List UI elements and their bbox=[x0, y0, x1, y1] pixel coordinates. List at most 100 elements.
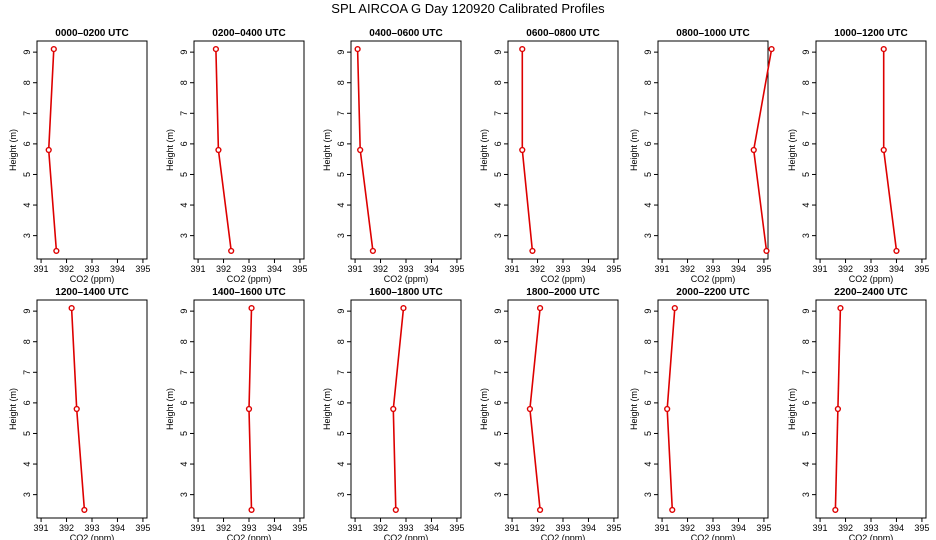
x-axis-label: CO2 (ppm) bbox=[70, 274, 115, 284]
y-tick-label: 8 bbox=[643, 80, 653, 85]
x-tick-label: 392 bbox=[216, 523, 231, 533]
x-tick-label: 392 bbox=[680, 264, 695, 274]
panel-11: 2000–2200 UTC 391 392 393 394 395 3 4 5 6 7 8 9 CO2 (… bbox=[629, 287, 771, 540]
y-tick-label: 5 bbox=[22, 431, 32, 436]
y-tick-label: 3 bbox=[22, 492, 32, 497]
plot-frame bbox=[815, 299, 927, 519]
y-axis-label: Height (m) bbox=[787, 388, 797, 430]
x-tick-label: 392 bbox=[59, 264, 74, 274]
x-tick-label: 393 bbox=[398, 523, 413, 533]
data-point bbox=[529, 247, 536, 255]
panel-1: 0000–0200 UTC 391 392 393 394 395 3 4 5 6 7 8 9 CO2 (… bbox=[8, 28, 150, 284]
panel-5: 0800–1000 UTC 391 392 393 394 395 3 4 5 6 7 8 9 CO2 (… bbox=[629, 28, 775, 284]
plot-frame bbox=[193, 40, 305, 260]
y-tick-label: 7 bbox=[22, 111, 32, 116]
panel-title: 1800–2000 UTC bbox=[526, 287, 599, 298]
y-axis-label: Height (m) bbox=[165, 388, 175, 430]
y-tick-label: 3 bbox=[22, 233, 32, 238]
y-tick-label: 8 bbox=[801, 339, 811, 344]
y-tick-label: 6 bbox=[336, 400, 346, 405]
data-point bbox=[834, 405, 841, 413]
y-tick-label: 7 bbox=[493, 370, 503, 375]
x-tick-label: 391 bbox=[505, 523, 520, 533]
x-tick-label: 394 bbox=[267, 523, 282, 533]
plot-frame bbox=[36, 299, 148, 519]
x-tick-label: 395 bbox=[292, 523, 307, 533]
data-point bbox=[880, 146, 887, 154]
y-tick-label: 8 bbox=[179, 339, 189, 344]
data-point bbox=[768, 45, 775, 53]
y-tick-label: 5 bbox=[22, 172, 32, 177]
x-tick-label: 394 bbox=[110, 523, 125, 533]
x-tick-label: 391 bbox=[813, 523, 828, 533]
panel-title: 0600–0800 UTC bbox=[526, 28, 599, 39]
x-tick-label: 392 bbox=[373, 523, 388, 533]
x-tick-label: 391 bbox=[505, 264, 520, 274]
y-tick-label: 8 bbox=[493, 339, 503, 344]
y-tick-label: 5 bbox=[179, 172, 189, 177]
x-axis-label: CO2 (ppm) bbox=[227, 274, 272, 284]
x-tick-label: 395 bbox=[292, 264, 307, 274]
y-tick-label: 8 bbox=[336, 80, 346, 85]
y-axis-label: Height (m) bbox=[629, 388, 639, 430]
panel-6: 1000–1200 UTC 391 392 393 394 395 3 4 5 6 7 8 9 CO2 (… bbox=[787, 28, 929, 284]
data-point bbox=[369, 247, 376, 255]
y-tick-label: 3 bbox=[801, 492, 811, 497]
y-axis-label: Height (m) bbox=[787, 129, 797, 171]
x-axis-label: CO2 (ppm) bbox=[227, 533, 272, 540]
plot-frame bbox=[815, 40, 927, 260]
data-point bbox=[519, 146, 526, 154]
y-tick-label: 9 bbox=[22, 50, 32, 55]
x-tick-label: 394 bbox=[889, 523, 904, 533]
x-axis-label: CO2 (ppm) bbox=[384, 533, 429, 540]
y-tick-label: 7 bbox=[179, 370, 189, 375]
data-point bbox=[50, 45, 57, 53]
x-tick-label: 395 bbox=[606, 523, 621, 533]
data-point bbox=[354, 45, 361, 53]
y-tick-label: 4 bbox=[22, 203, 32, 208]
x-tick-label: 393 bbox=[398, 264, 413, 274]
y-tick-label: 7 bbox=[179, 111, 189, 116]
y-tick-label: 8 bbox=[643, 339, 653, 344]
x-tick-label: 393 bbox=[863, 523, 878, 533]
panel-title: 2200–2400 UTC bbox=[834, 287, 907, 298]
plot-frame bbox=[350, 40, 462, 260]
x-tick-label: 391 bbox=[34, 264, 49, 274]
y-tick-label: 7 bbox=[801, 111, 811, 116]
data-point bbox=[245, 405, 253, 413]
x-tick-label: 391 bbox=[191, 264, 206, 274]
x-tick-label: 391 bbox=[813, 264, 828, 274]
panel-7: 1200–1400 UTC 391 392 393 394 395 3 4 5 6 7 8 9 CO2 (… bbox=[8, 287, 150, 540]
y-tick-label: 6 bbox=[643, 400, 653, 405]
y-tick-label: 4 bbox=[179, 462, 189, 467]
x-tick-label: 395 bbox=[135, 264, 150, 274]
y-tick-label: 7 bbox=[336, 370, 346, 375]
y-axis-label: Height (m) bbox=[8, 388, 18, 430]
y-tick-label: 7 bbox=[643, 370, 653, 375]
data-point bbox=[669, 506, 676, 514]
x-axis-label: CO2 (ppm) bbox=[691, 274, 736, 284]
panel-title: 0800–1000 UTC bbox=[676, 28, 749, 39]
y-tick-label: 6 bbox=[493, 141, 503, 146]
y-tick-label: 3 bbox=[179, 233, 189, 238]
x-axis-label: CO2 (ppm) bbox=[541, 533, 586, 540]
x-tick-label: 393 bbox=[84, 523, 99, 533]
x-tick-label: 394 bbox=[110, 264, 125, 274]
x-tick-label: 393 bbox=[705, 523, 720, 533]
y-tick-label: 9 bbox=[22, 309, 32, 314]
y-tick-label: 5 bbox=[643, 431, 653, 436]
x-tick-label: 391 bbox=[191, 523, 206, 533]
y-tick-label: 3 bbox=[493, 492, 503, 497]
y-tick-label: 5 bbox=[643, 172, 653, 177]
y-tick-label: 7 bbox=[801, 370, 811, 375]
panel-title: 1400–1600 UTC bbox=[212, 287, 285, 298]
x-tick-label: 391 bbox=[655, 264, 670, 274]
y-tick-label: 5 bbox=[493, 172, 503, 177]
x-tick-label: 393 bbox=[705, 264, 720, 274]
x-tick-label: 393 bbox=[241, 523, 256, 533]
x-tick-label: 393 bbox=[555, 523, 570, 533]
x-tick-label: 391 bbox=[34, 523, 49, 533]
y-tick-label: 6 bbox=[336, 141, 346, 146]
y-axis-label: Height (m) bbox=[322, 388, 332, 430]
